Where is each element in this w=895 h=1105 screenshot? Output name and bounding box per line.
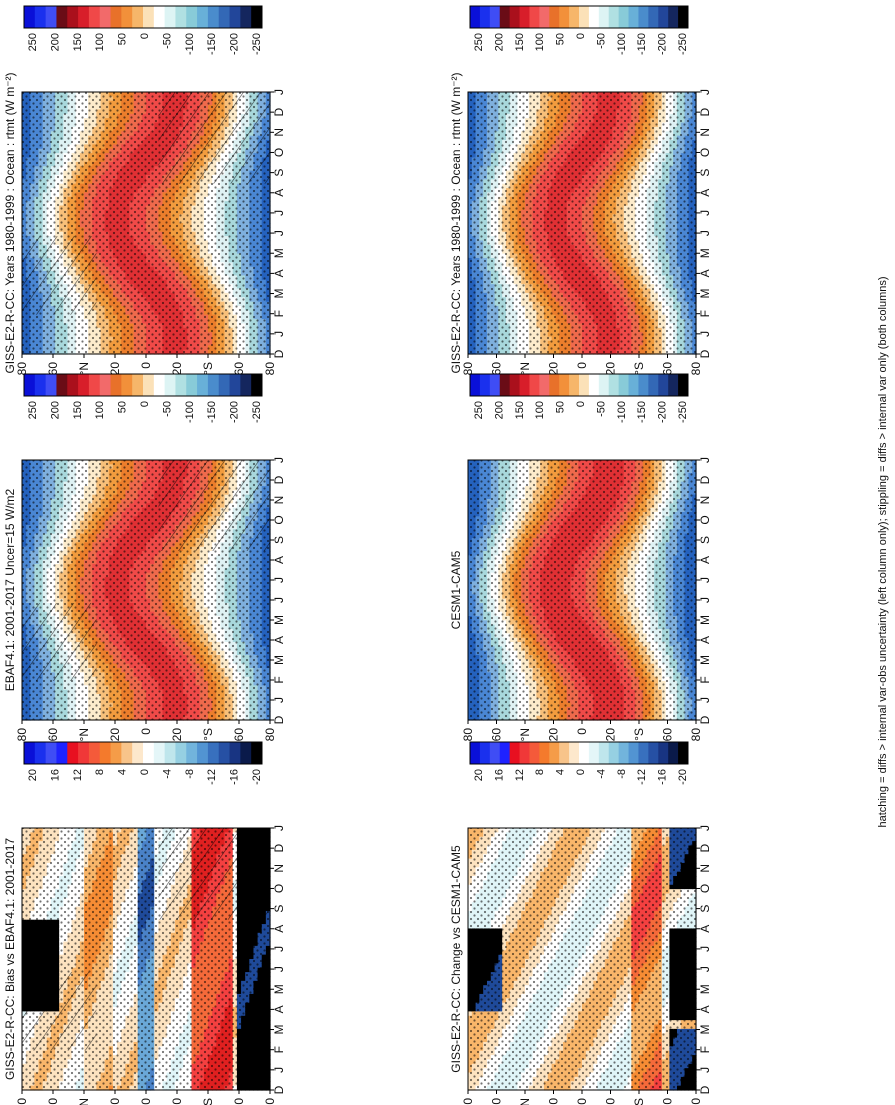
colorbar-tick-label: 0 xyxy=(139,33,151,39)
month-axis: D J F M A M J J A S O N D J xyxy=(270,89,286,358)
panel-title: GISS-E2-R-CC: Years 1980-1999 : Ocean : … xyxy=(3,72,17,373)
colorbar-tick-label: 200 xyxy=(49,33,61,51)
colorbar-tick-label: -100 xyxy=(184,33,196,55)
month-tick-label: F xyxy=(272,310,286,317)
latitude-tick-label: °N xyxy=(77,362,91,375)
hatching-overlay xyxy=(22,236,97,315)
figure-caption: hatching = diffs > internal var-obs unce… xyxy=(877,276,889,827)
colorbar-swatch xyxy=(229,6,241,28)
colorbar-swatch xyxy=(240,6,252,28)
colorbar-swatch xyxy=(153,6,166,28)
colorbar-swatch xyxy=(78,6,90,28)
colorbar-swatch xyxy=(24,6,36,28)
colorbar-swatch xyxy=(121,6,133,28)
colorbar-swatch xyxy=(197,6,209,28)
colorbar-tick-label: -250 xyxy=(251,33,263,55)
colorbar-swatch xyxy=(110,6,122,28)
colorbar-swatch xyxy=(56,6,68,28)
latitude-tick-label: °S xyxy=(201,362,215,375)
colorbar-swatch xyxy=(175,6,187,28)
month-tick-label: A xyxy=(272,269,286,277)
colorbar-tick-label: -150 xyxy=(206,33,218,55)
month-tick-label: J xyxy=(272,89,286,95)
latitude-tick-label: 20 xyxy=(108,362,122,376)
month-tick-label: D xyxy=(272,107,286,116)
latitude-tick-label: 80 xyxy=(263,362,277,376)
colorbar-swatch xyxy=(34,6,47,28)
colorbar-swatch xyxy=(45,6,57,28)
colorbar-tick-label: 100 xyxy=(94,33,106,51)
month-tick-label: J xyxy=(272,210,286,216)
month-tick-label: A xyxy=(272,189,286,197)
month-tick-label: N xyxy=(272,128,286,137)
month-tick-label: D xyxy=(272,349,286,358)
colorbar-swatch xyxy=(186,6,198,28)
colorbar-swatch xyxy=(99,6,112,28)
latitude-tick-label: 60 xyxy=(46,362,60,376)
colorbar-swatch xyxy=(143,6,155,28)
latitude-tick-label: 60 xyxy=(232,362,246,376)
colorbar-tick-label: 250 xyxy=(27,33,39,51)
month-tick-label: J xyxy=(272,230,286,236)
hatching-overlay xyxy=(158,92,270,184)
latitude-tick-label: 80 xyxy=(15,362,29,376)
month-tick-label: M xyxy=(272,248,286,258)
latitude-tick-label: 0 xyxy=(139,362,153,369)
colorbar-swatch xyxy=(132,6,144,28)
colorbar-frame xyxy=(23,5,263,29)
colorbar-tick-label: -50 xyxy=(161,33,173,49)
month-tick-label: M xyxy=(272,289,286,299)
colorbar-swatch xyxy=(88,6,101,28)
colorbar-tick-label: -200 xyxy=(229,33,241,55)
month-tick-label: J xyxy=(272,331,286,337)
colorbar-swatch xyxy=(251,6,263,28)
latitude-tick-label: 20 xyxy=(170,362,184,376)
month-tick-label: S xyxy=(272,169,286,177)
latitude-axis: 80 60 °N 20 0 20 °S 60 80 xyxy=(15,354,277,375)
colorbar-tick-label: 150 xyxy=(72,33,84,51)
colorbar-tick-label: 50 xyxy=(117,33,129,45)
colorbar-swatch xyxy=(67,6,79,28)
colorbar-swatch xyxy=(164,6,176,28)
colorbar: 250 200 150 100 50 0 -50 -100 -150 -200 -250 xyxy=(23,5,263,55)
colorbar-swatch xyxy=(218,6,231,28)
month-tick-label: O xyxy=(272,148,286,157)
colorbar-swatch xyxy=(207,6,220,28)
